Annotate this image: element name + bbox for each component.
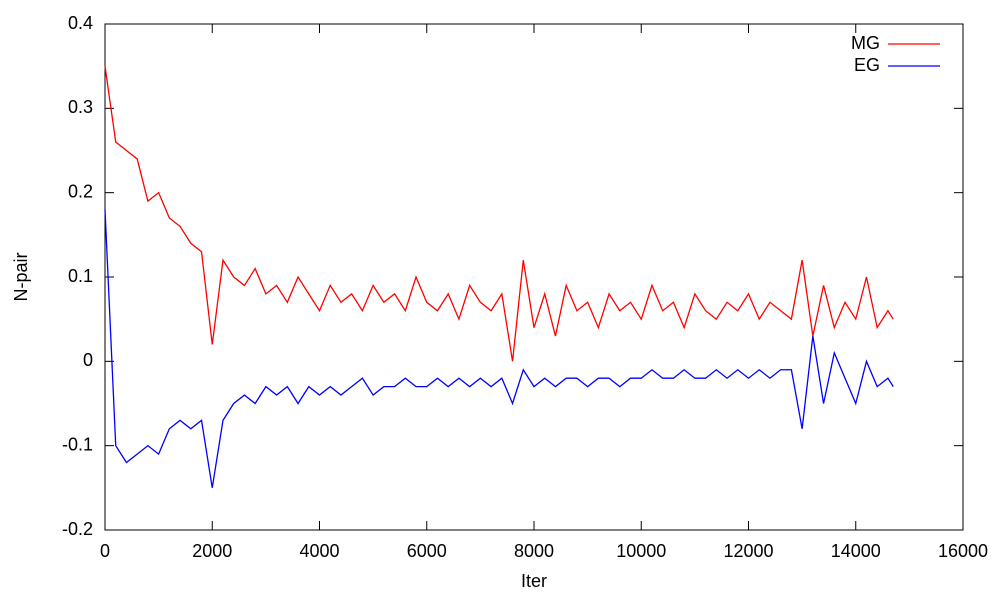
- x-tick-label: 10000: [616, 541, 666, 561]
- x-tick-label: 16000: [938, 541, 988, 561]
- y-axis-label: N-pair: [11, 252, 31, 301]
- x-axis-label: Iter: [521, 571, 547, 591]
- y-tick-label: -0.1: [62, 434, 93, 454]
- x-tick-label: 4000: [299, 541, 339, 561]
- x-tick-label: 14000: [831, 541, 881, 561]
- x-tick-label: 6000: [407, 541, 447, 561]
- x-tick-label: 2000: [192, 541, 232, 561]
- x-tick-label: 8000: [514, 541, 554, 561]
- x-tick-label: 0: [100, 541, 110, 561]
- y-tick-label: 0: [83, 350, 93, 370]
- legend-label: EG: [854, 55, 880, 75]
- data-line: [104, 66, 894, 362]
- y-tick-label: 0.4: [68, 13, 93, 33]
- y-tick-label: 0.1: [68, 266, 93, 286]
- y-tick-label: 0.2: [68, 181, 93, 201]
- y-tick-label: -0.2: [62, 519, 93, 539]
- legend-label: MG: [851, 33, 880, 53]
- x-tick-label: 12000: [723, 541, 773, 561]
- y-tick-label: 0.3: [68, 97, 93, 117]
- data-line: [104, 209, 894, 488]
